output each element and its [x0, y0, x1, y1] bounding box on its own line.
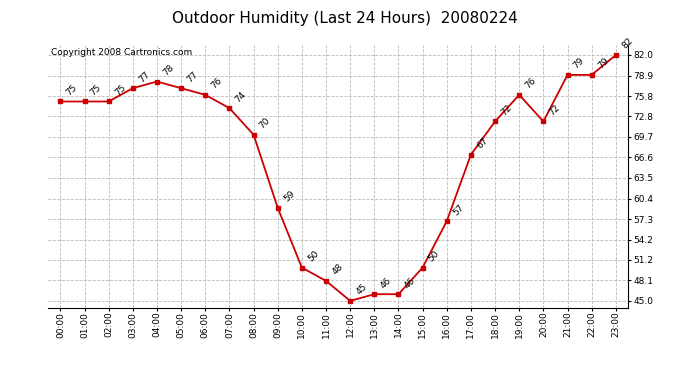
Text: 48: 48	[331, 262, 344, 277]
Text: 82: 82	[620, 36, 634, 51]
Text: 67: 67	[475, 136, 490, 150]
Text: 46: 46	[403, 276, 417, 290]
Text: 59: 59	[282, 189, 297, 204]
Text: 70: 70	[258, 116, 273, 130]
Text: 45: 45	[355, 282, 368, 297]
Text: Copyright 2008 Cartronics.com: Copyright 2008 Cartronics.com	[51, 48, 193, 57]
Text: 76: 76	[210, 76, 224, 91]
Text: 77: 77	[137, 69, 152, 84]
Text: 75: 75	[89, 83, 104, 98]
Text: 75: 75	[113, 83, 128, 98]
Text: 79: 79	[572, 56, 586, 71]
Text: 57: 57	[451, 202, 466, 217]
Text: 74: 74	[234, 90, 248, 104]
Text: 77: 77	[186, 69, 200, 84]
Text: 72: 72	[500, 103, 513, 117]
Text: 75: 75	[65, 83, 79, 98]
Text: 50: 50	[427, 249, 442, 264]
Text: 50: 50	[306, 249, 321, 264]
Text: 79: 79	[596, 56, 611, 71]
Text: 72: 72	[548, 103, 562, 117]
Text: 46: 46	[379, 276, 393, 290]
Text: Outdoor Humidity (Last 24 Hours)  20080224: Outdoor Humidity (Last 24 Hours) 2008022…	[172, 11, 518, 26]
Text: 76: 76	[524, 76, 538, 91]
Text: 78: 78	[161, 63, 176, 77]
